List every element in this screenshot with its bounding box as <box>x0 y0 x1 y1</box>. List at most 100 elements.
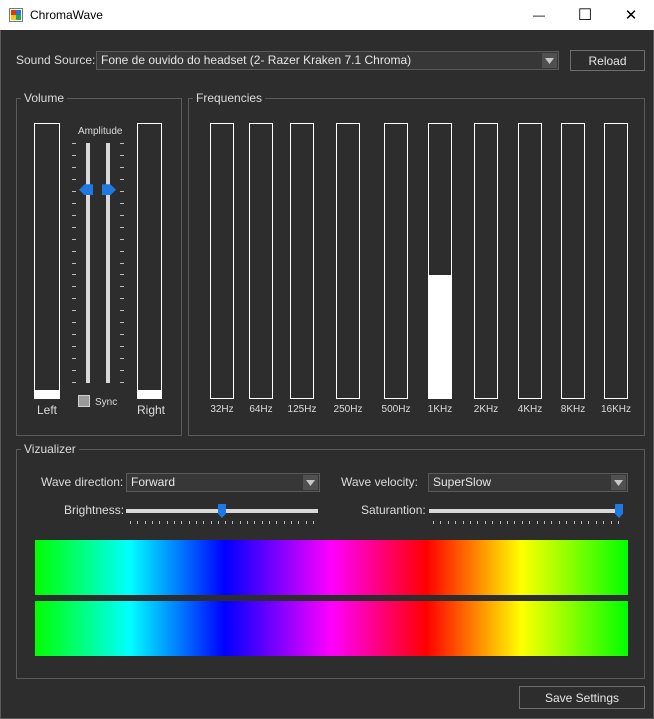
slider-tick <box>537 521 538 524</box>
slider-tick <box>588 521 589 524</box>
amplitude-tick <box>120 346 124 347</box>
amplitude-left-thumb[interactable] <box>79 184 93 196</box>
amplitude-tick <box>120 274 124 275</box>
chevron-down-icon <box>542 53 557 68</box>
amplitude-tick <box>120 167 124 168</box>
slider-tick <box>514 521 515 524</box>
slider-tick <box>618 521 619 524</box>
wave-velocity-value: SuperSlow <box>433 475 492 489</box>
saturation-label: Saturantion: <box>361 503 426 517</box>
slider-tick <box>603 521 604 524</box>
slider-tick <box>240 521 241 524</box>
amplitude-right-thumb[interactable] <box>102 184 116 196</box>
amplitude-tick <box>72 143 76 144</box>
slider-tick <box>167 521 168 524</box>
amplitude-left-slider[interactable] <box>72 143 94 383</box>
maximize-icon: ☐ <box>577 7 593 24</box>
chevron-down-icon <box>303 475 318 490</box>
amplitude-tick <box>72 298 76 299</box>
slider-tick <box>284 521 285 524</box>
saturation-thumb[interactable] <box>615 504 623 518</box>
amplitude-tick <box>120 203 124 204</box>
amplitude-tick <box>120 334 124 335</box>
saturation-ticks <box>429 521 623 525</box>
visualizer-group-title: Vizualizer <box>21 442 79 456</box>
slider-tick <box>189 521 190 524</box>
amplitude-tick <box>72 167 76 168</box>
amplitude-tick <box>120 298 124 299</box>
maximize-button[interactable]: ☐ <box>562 0 608 30</box>
wave-velocity-dropdown[interactable]: SuperSlow <box>428 473 628 492</box>
wave-velocity-label: Wave velocity: <box>341 475 418 489</box>
amplitude-tick <box>72 239 76 240</box>
right-volume-meter <box>137 123 162 399</box>
amplitude-right-slider[interactable] <box>102 143 124 383</box>
amplitude-tick <box>72 322 76 323</box>
amplitude-tick <box>120 191 124 192</box>
slider-tick <box>492 521 493 524</box>
sound-source-label: Sound Source: <box>16 53 96 67</box>
slider-tick <box>298 521 299 524</box>
saturation-track <box>429 509 623 513</box>
brightness-thumb[interactable] <box>218 504 226 518</box>
amplitude-tick <box>72 286 76 287</box>
slider-tick <box>551 521 552 524</box>
sound-source-dropdown[interactable]: Fone de ouvido do headset (2- Razer Krak… <box>96 51 559 70</box>
slider-tick <box>174 521 175 524</box>
right-label: Right <box>137 403 166 417</box>
color-wave-preview-top <box>35 540 628 595</box>
volume-group <box>16 98 182 436</box>
slider-tick <box>559 521 560 524</box>
reload-button[interactable]: Reload <box>570 50 645 71</box>
amplitude-tick <box>120 215 124 216</box>
frequencies-group-title: Frequencies <box>193 91 266 105</box>
sound-source-value: Fone de ouvido do headset (2- Razer Krak… <box>101 53 412 67</box>
amplitude-tick <box>72 155 76 156</box>
slider-tick <box>291 521 292 524</box>
slider-tick <box>596 521 597 524</box>
amplitude-tick <box>120 370 124 371</box>
sync-label: Sync <box>95 397 118 408</box>
wave-direction-dropdown[interactable]: Forward <box>126 473 320 492</box>
slider-tick <box>485 521 486 524</box>
amplitude-tick <box>120 155 124 156</box>
amplitude-tick <box>72 179 76 180</box>
close-button[interactable]: ✕ <box>608 0 654 30</box>
minimize-button[interactable]: — <box>516 0 562 30</box>
slider-tick <box>470 521 471 524</box>
slider-tick <box>440 521 441 524</box>
saturation-slider[interactable] <box>429 503 623 527</box>
amplitude-tick <box>120 143 124 144</box>
brightness-slider[interactable] <box>126 503 318 527</box>
sync-checkbox[interactable] <box>78 395 90 407</box>
amplitude-tick <box>72 203 76 204</box>
slider-tick <box>477 521 478 524</box>
amplitude-tick <box>120 179 124 180</box>
amplitude-tick <box>72 346 76 347</box>
title-bar[interactable]: ChromaWave — ☐ ✕ <box>0 0 654 30</box>
slider-tick <box>211 521 212 524</box>
frequencies-group <box>188 98 645 436</box>
slider-tick <box>145 521 146 524</box>
slider-tick <box>448 521 449 524</box>
save-settings-button[interactable]: Save Settings <box>519 686 645 709</box>
slider-tick <box>529 521 530 524</box>
amplitude-ticks <box>72 143 126 383</box>
slider-tick <box>581 521 582 524</box>
amplitude-tick <box>72 358 76 359</box>
amplitude-left-track <box>86 143 90 383</box>
amplitude-tick <box>72 382 76 383</box>
volume-group-title: Volume <box>21 91 68 105</box>
amplitude-tick <box>72 191 76 192</box>
brightness-label: Brightness: <box>64 503 125 517</box>
slider-tick <box>544 521 545 524</box>
app-icon <box>9 8 23 22</box>
amplitude-tick <box>72 334 76 335</box>
wave-direction-value: Forward <box>131 475 176 489</box>
wave-direction-label: Wave direction: <box>41 475 124 489</box>
amplitude-label: Amplitude <box>78 126 123 137</box>
close-icon: ✕ <box>624 7 638 24</box>
slider-tick <box>203 521 204 524</box>
slider-tick <box>313 521 314 524</box>
amplitude-tick <box>120 227 124 228</box>
